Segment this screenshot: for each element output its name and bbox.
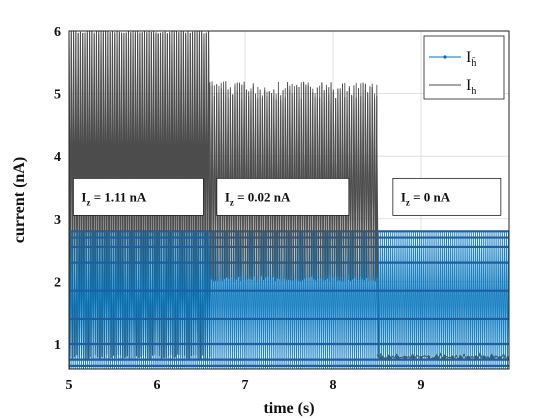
series-ih-marker	[411, 356, 415, 360]
y-tick-label: 3	[54, 213, 61, 228]
x-tick-label: 7	[242, 378, 249, 393]
series-ih-marker	[427, 356, 431, 360]
series-ih-marker	[482, 356, 486, 360]
series-ih-marker	[419, 356, 423, 360]
x-tick-label: 8	[330, 378, 337, 393]
annotation-text: Iz = 1.11 nA	[81, 189, 146, 207]
axes-box	[68, 30, 510, 370]
x-tick-label: 5	[66, 378, 73, 393]
annotation-text: Iz = 0 nA	[401, 189, 451, 207]
axes-frame	[68, 30, 510, 370]
legend: Ih̄ Ih	[423, 35, 505, 100]
series-ih-overlay	[69, 31, 211, 232]
series-ih-marker	[490, 356, 494, 360]
annotation-box: Iz = 0 nA	[392, 177, 502, 216]
y-axis-label: current (nA)	[11, 157, 28, 243]
annotation-text: Iz = 0.02 nA	[225, 189, 291, 207]
series-ih-marker	[498, 356, 502, 360]
annotations: Iz = 1.11 nA Iz = 0.02 nA Iz = 0 nA	[73, 177, 502, 216]
series-ih-marker	[403, 356, 407, 360]
series-ih-marker	[459, 356, 463, 360]
tick-labels: 5 6 7 8 9 1 2 3 4 5 6	[54, 25, 425, 393]
series-ih-marker	[474, 356, 478, 360]
y-tick-label: 6	[54, 25, 61, 40]
legend-label-ih: Ih	[466, 77, 476, 97]
y-tick-label: 2	[54, 275, 61, 290]
series-ih-marker	[387, 356, 391, 360]
series-ih-marker	[506, 356, 509, 360]
y-tick-label: 5	[54, 88, 61, 103]
series-ih-marker	[467, 356, 471, 360]
x-tick-label: 9	[418, 378, 425, 393]
x-axis-label: time (s)	[263, 400, 314, 417]
series-ih-marker	[451, 356, 455, 360]
series-ih-marker	[395, 356, 399, 360]
series-ih-marker	[443, 356, 447, 360]
legend-label-ihbar: Ih̄	[466, 49, 476, 69]
y-tick-label: 4	[54, 150, 61, 165]
x-tick-label: 6	[154, 378, 161, 393]
series-ihbar-oscillation	[69, 231, 509, 369]
annotation-box: Iz = 1.11 nA	[73, 177, 204, 216]
annotation-box: Iz = 0.02 nA	[216, 177, 350, 216]
y-tick-label: 1	[54, 338, 61, 353]
series-ih-marker	[379, 356, 383, 360]
series-ih-marker	[435, 356, 439, 360]
